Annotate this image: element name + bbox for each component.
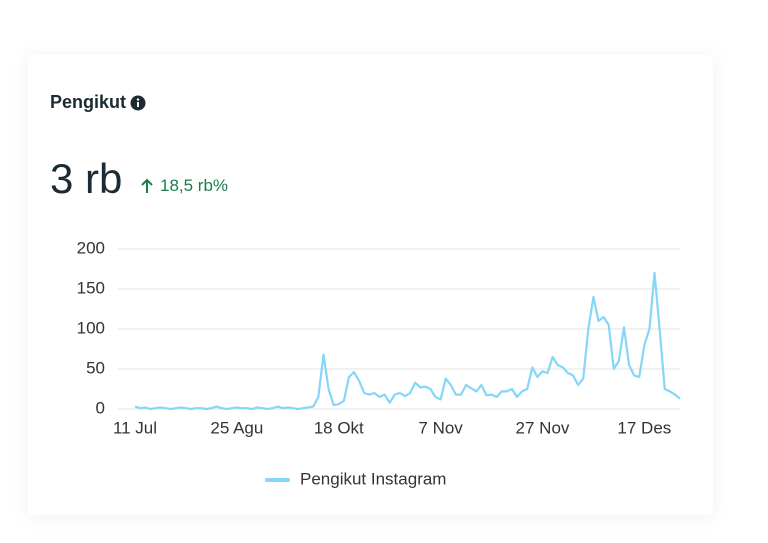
y-tick-label: 50 (86, 358, 105, 377)
card: Pengikut 3 rb 18,5 rb% (28, 55, 713, 515)
info-icon[interactable] (130, 95, 146, 111)
x-tick-label: 25 Agu (210, 418, 263, 437)
up-arrow (141, 178, 153, 193)
y-tick-label: 100 (77, 318, 105, 337)
metric-value: 3 rb (50, 155, 123, 202)
x-tick-label: 17 Des (617, 418, 671, 437)
x-tick-label: 27 Nov (516, 418, 570, 437)
y-tick-label: 200 (77, 238, 105, 257)
x-tick-label: 7 Nov (418, 418, 463, 437)
title-text: Pengikut (50, 92, 127, 112)
card-title: Pengikut (50, 92, 146, 113)
y-tick-label: 150 (77, 278, 105, 297)
metric-change: 18,5 rb% (140, 176, 228, 196)
x-tick-label: 18 Okt (314, 418, 364, 437)
line-series (134, 271, 681, 411)
y-tick-label: 0 (96, 398, 105, 417)
change-text: 18,5 rb% (160, 176, 229, 195)
x-tick-label: 11 Jul (113, 418, 157, 437)
legend-label: Pengikut Instagram (300, 469, 446, 488)
